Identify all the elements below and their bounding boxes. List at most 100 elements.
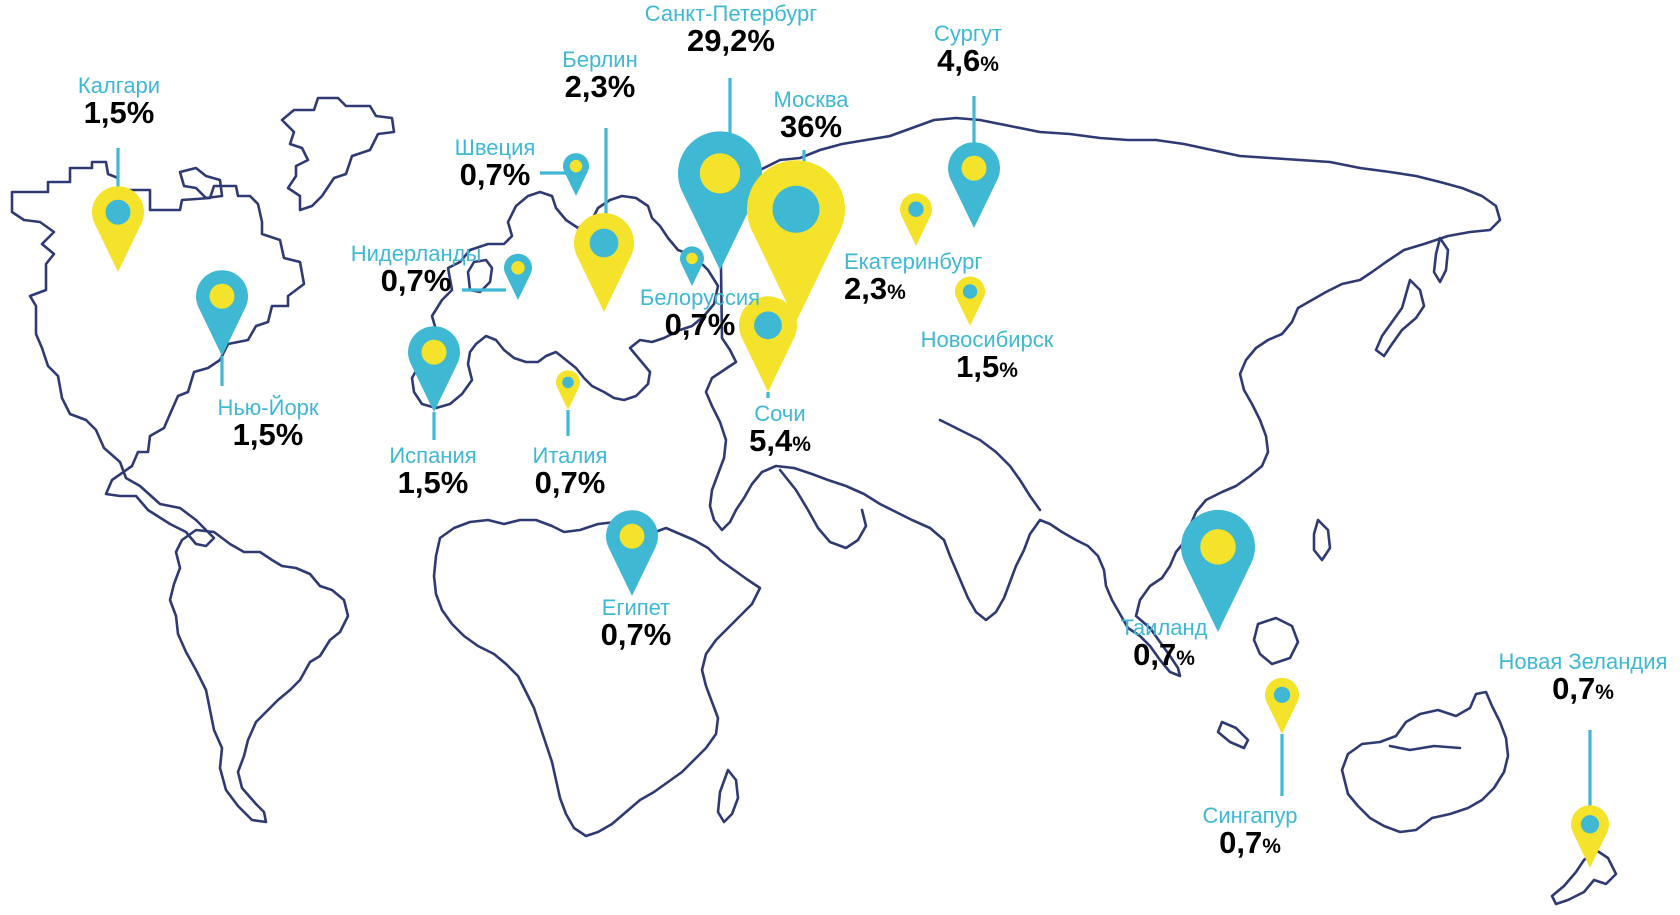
- map-pin-icon: [504, 253, 533, 300]
- percent-value: 0,7%: [664, 307, 736, 343]
- city-name: Испания: [389, 443, 477, 468]
- label-sweden: Швеция 0,7%: [440, 136, 550, 192]
- pin-center-dot: [421, 339, 447, 365]
- map-pin-icon: [955, 276, 985, 326]
- madagascar-outline: [716, 768, 740, 824]
- pin-center-dot: [589, 228, 619, 258]
- pin-body: [504, 253, 533, 300]
- pin-body: [92, 186, 145, 272]
- pin-body: [739, 296, 797, 392]
- pin-center-dot: [908, 201, 924, 217]
- city-name: Берлин: [562, 47, 638, 72]
- map-pin-icon: [680, 246, 704, 286]
- map-pin-icon: [1180, 509, 1255, 632]
- pin-center-dot: [686, 252, 698, 265]
- pin-center-dot: [619, 523, 645, 549]
- percent-value: 1,5%: [397, 465, 469, 501]
- map-pin-icon: [1570, 805, 1609, 868]
- city-name: Италия: [532, 443, 608, 468]
- percent-value: 1,5%: [956, 349, 1018, 385]
- percent-value: 29,2%: [687, 23, 775, 59]
- city-name: Египет: [601, 595, 671, 620]
- pin-center-dot: [562, 376, 574, 389]
- percent-value: 0,7%: [1133, 637, 1195, 673]
- city-name: Нидерланды: [350, 241, 482, 266]
- city-name: Швеция: [454, 135, 536, 160]
- pin-body: [196, 270, 248, 356]
- percent-value: 1,5%: [83, 95, 155, 131]
- pin-center-dot: [1273, 686, 1291, 704]
- map-pin-icon: [408, 326, 460, 412]
- pin-body: [1265, 677, 1299, 734]
- asia-outline: [704, 116, 1502, 678]
- label-italy: Италия 0,7%: [518, 444, 622, 500]
- pin-body: [948, 142, 1000, 228]
- map-pin-icon: [739, 296, 797, 392]
- india-detail: [938, 418, 1042, 512]
- label-yekaterinburg: Екатеринбург 2,3%: [844, 250, 1014, 306]
- pin-body: [574, 212, 635, 312]
- label-new-zealand: Новая Зеландия 0,7%: [1490, 650, 1676, 706]
- south-america-outline: [168, 528, 350, 824]
- borneo-outline: [1252, 616, 1300, 666]
- sakhalin-outline: [1432, 236, 1450, 284]
- pin-center-dot: [1580, 815, 1600, 834]
- pin-body: [1570, 805, 1609, 868]
- philippines-outline: [1312, 518, 1332, 562]
- pin-body: [900, 193, 932, 246]
- city-name: Сингапур: [1202, 803, 1298, 828]
- pin-body: [955, 276, 985, 326]
- label-novosibirsk: Новосибирск 1,5%: [902, 328, 1072, 384]
- map-pin-icon: [563, 153, 589, 196]
- percent-value: 0,7%: [1552, 671, 1614, 707]
- pin-center-dot: [699, 153, 741, 194]
- pin-center-dot: [105, 199, 131, 225]
- map-pin-icon: [1265, 677, 1299, 734]
- map-pin-icon: [92, 186, 145, 272]
- pin-center-dot: [754, 311, 782, 340]
- city-name: Белоруссия: [639, 285, 761, 310]
- label-thailand: Таиланд 0,7%: [1104, 616, 1224, 672]
- map-pin-icon: [948, 142, 1000, 228]
- pin-center-dot: [209, 283, 235, 309]
- map-pin-icon: [900, 193, 932, 246]
- label-sochi: Сочи 5,4%: [730, 402, 830, 458]
- percent-value: 0,7%: [380, 263, 452, 299]
- pin-body: [680, 246, 704, 286]
- label-surgut: Сургут 4,6%: [916, 22, 1020, 78]
- arctic-islands-outline: [280, 96, 396, 212]
- label-singapore: Сингапур 0,7%: [1186, 804, 1314, 860]
- city-name: Москва: [773, 87, 849, 112]
- north-america-outline: [10, 160, 306, 548]
- pin-center-dot: [569, 159, 583, 173]
- label-moscow: Москва 36%: [756, 88, 866, 144]
- percent-value: 2,3%: [564, 69, 636, 105]
- australia-outline: [1340, 690, 1510, 834]
- label-calgary: Калгари 1,5%: [54, 74, 184, 130]
- city-name: Таиланд: [1120, 615, 1208, 640]
- city-name: Санкт-Петербург: [644, 1, 818, 26]
- city-name: Сочи: [754, 401, 806, 426]
- city-name: Екатеринбург: [844, 249, 983, 274]
- australia-inner-detail: [1388, 744, 1462, 752]
- pin-center-dot: [772, 185, 820, 233]
- pin-body: [556, 370, 580, 410]
- map-pin-icon: [574, 212, 635, 312]
- pin-center-dot: [511, 261, 525, 275]
- percent-value: 1,5%: [232, 417, 304, 453]
- label-new-york: Нью-Йорк 1,5%: [198, 396, 338, 452]
- percent-value: 36%: [779, 109, 843, 145]
- pin-body: [606, 510, 658, 596]
- percent-value: 0,7%: [459, 157, 531, 193]
- label-berlin: Берлин 2,3%: [548, 48, 652, 104]
- pin-body: [678, 131, 762, 270]
- arabia-detail: [778, 468, 868, 550]
- leader-lines: [116, 78, 1592, 826]
- map-pin-icon: [747, 160, 845, 322]
- percent-value: 2,3%: [844, 271, 906, 307]
- percent-value: 4,6%: [937, 43, 999, 79]
- pin-body: [1180, 509, 1255, 632]
- pin-center-dot: [961, 155, 987, 181]
